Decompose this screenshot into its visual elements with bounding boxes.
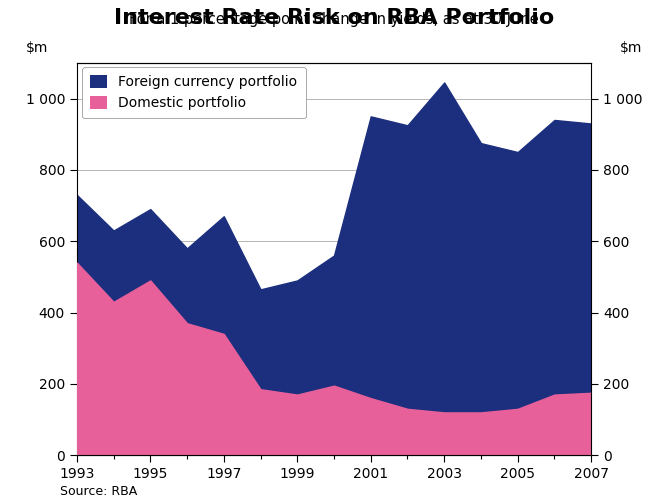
Text: $m: $m bbox=[25, 41, 47, 55]
Legend: Foreign currency portfolio, Domestic portfolio: Foreign currency portfolio, Domestic por… bbox=[82, 67, 305, 118]
Text: Source: RBA: Source: RBA bbox=[60, 485, 138, 498]
Text: Interest Rate Risk on RBA Portfolio: Interest Rate Risk on RBA Portfolio bbox=[114, 8, 554, 28]
Title: For a 1 percentage point change in yields, as at 30 June: For a 1 percentage point change in yield… bbox=[129, 12, 539, 27]
Text: $m: $m bbox=[621, 41, 643, 55]
